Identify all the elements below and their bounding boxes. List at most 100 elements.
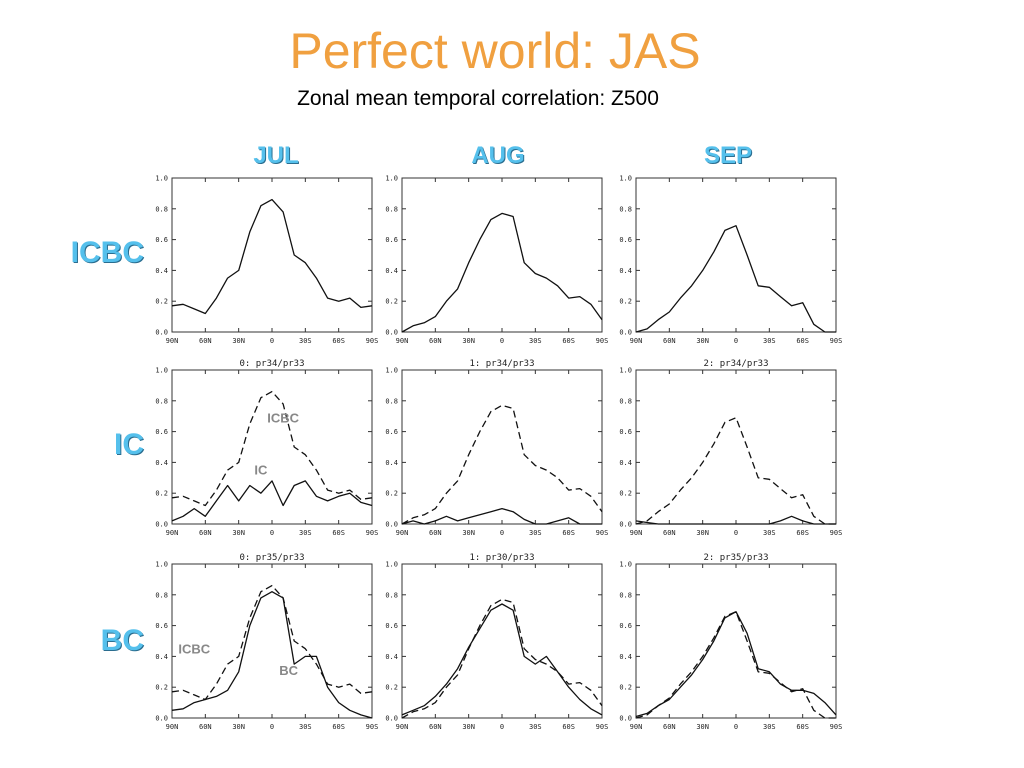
plot-frame <box>635 563 837 719</box>
slide-title: Perfect world: JAS <box>289 23 701 79</box>
y-tick-label: 0.6 <box>385 428 398 436</box>
x-tick-label: 60S <box>332 723 345 731</box>
dashed-series-line <box>401 598 603 719</box>
x-tick-label: 60N <box>429 529 442 537</box>
y-tick-label: 0.6 <box>385 236 398 244</box>
y-tick-label: 0.8 <box>385 591 398 599</box>
y-tick-label: 0.4 <box>619 459 632 467</box>
x-tick-label: 0 <box>270 723 274 731</box>
x-tick-label: 30S <box>529 529 542 537</box>
y-tick-label: 0.0 <box>385 329 398 337</box>
y-tick-label: 0.4 <box>619 267 632 275</box>
x-tick-label: 30N <box>232 529 245 537</box>
solid-series-line <box>635 611 837 718</box>
solid-series-line <box>171 591 373 719</box>
series-annotation: ICBC <box>267 410 299 425</box>
solid-series-line <box>635 225 836 333</box>
plot-frame <box>171 177 373 333</box>
y-tick-label: 0.2 <box>155 684 168 692</box>
y-tick-label: 0.4 <box>385 267 398 275</box>
y-tick-label: 0.2 <box>155 490 168 498</box>
y-tick-label: 0.4 <box>155 267 168 275</box>
x-tick-label: 90N <box>630 723 643 731</box>
x-tick-label: 60S <box>796 337 809 345</box>
y-tick-label: 0.0 <box>385 521 398 529</box>
x-tick-label: 60N <box>199 529 212 537</box>
row-label-bc: BC <box>100 624 144 657</box>
x-tick-label: 30N <box>232 723 245 731</box>
x-tick-label: 30N <box>696 723 709 731</box>
y-tick-label: 0.0 <box>385 715 398 723</box>
solid-series-line <box>171 198 373 315</box>
x-tick-label: 0 <box>270 337 274 345</box>
dashed-series-line <box>401 404 603 525</box>
panel-title: 2: pr34/pr33 <box>703 359 768 369</box>
plot-frame <box>171 369 373 525</box>
series-annotation: BC <box>279 663 298 678</box>
x-tick-label: 90S <box>366 337 379 345</box>
x-tick-label: 90N <box>396 723 409 731</box>
x-tick-label: 60S <box>796 723 809 731</box>
y-tick-label: 0.2 <box>155 298 168 306</box>
x-tick-label: 0 <box>734 337 738 345</box>
column-label-jul: JUL <box>253 142 299 169</box>
x-tick-label: 30N <box>696 529 709 537</box>
y-tick-label: 1.0 <box>385 175 398 183</box>
x-tick-label: 90N <box>396 337 409 345</box>
y-tick-label: 0.6 <box>619 428 632 436</box>
y-tick-label: 0.8 <box>385 205 398 213</box>
x-tick-label: 90N <box>166 723 179 731</box>
panel-title: 1: pr34/pr33 <box>469 359 534 369</box>
x-tick-label: 90S <box>830 337 843 345</box>
x-tick-label: 60S <box>796 529 809 537</box>
x-tick-label: 60S <box>332 529 345 537</box>
chart-panel-ic-aug: 0.0 0.2 0.4 0.6 0.8 1.0 90N 60N 30N 0 30S 60S 90S 1: … <box>385 359 608 537</box>
x-tick-label: 0 <box>270 529 274 537</box>
panel-title: 0: pr35/pr33 <box>239 553 304 563</box>
x-tick-label: 30N <box>462 723 475 731</box>
x-tick-label: 30N <box>462 337 475 345</box>
plot-frame <box>401 563 603 719</box>
solid-series-line <box>401 212 603 333</box>
x-tick-label: 0 <box>500 529 504 537</box>
y-tick-label: 0.8 <box>619 397 632 405</box>
column-label-aug: AUG <box>471 142 525 169</box>
y-tick-label: 0.8 <box>155 205 168 213</box>
y-tick-label: 0.8 <box>619 591 632 599</box>
x-tick-label: 0 <box>734 723 738 731</box>
x-tick-label: 90N <box>630 337 643 345</box>
x-tick-label: 30N <box>696 337 709 345</box>
y-tick-label: 1.0 <box>385 367 398 375</box>
series-annotation: ICBC <box>178 641 210 656</box>
x-tick-label: 30S <box>763 723 776 731</box>
y-tick-label: 0.4 <box>619 653 632 661</box>
x-tick-label: 60N <box>199 723 212 731</box>
y-tick-label: 0.8 <box>385 397 398 405</box>
y-tick-label: 0.0 <box>155 329 168 337</box>
y-tick-label: 1.0 <box>385 561 398 569</box>
y-tick-label: 0.0 <box>619 329 632 337</box>
y-tick-label: 0.6 <box>155 236 168 244</box>
x-tick-label: 30N <box>232 337 245 345</box>
dashed-series-line <box>635 611 836 719</box>
y-tick-label: 0.2 <box>619 298 632 306</box>
x-tick-label: 60S <box>562 337 575 345</box>
chart-panel-ic-jul: 0.0 0.2 0.4 0.6 0.8 1.0 90N 60N 30N 0 30S 60S 90S 0: … <box>155 359 378 537</box>
x-tick-label: 60N <box>429 337 442 345</box>
y-tick-label: 0.4 <box>385 653 398 661</box>
panel-title: 0: pr34/pr33 <box>239 359 304 369</box>
y-tick-label: 0.6 <box>385 622 398 630</box>
x-tick-label: 30S <box>299 529 312 537</box>
x-tick-label: 90N <box>630 529 643 537</box>
y-tick-label: 0.0 <box>155 715 168 723</box>
x-tick-label: 30S <box>763 337 776 345</box>
x-tick-label: 90S <box>366 529 379 537</box>
y-tick-label: 0.6 <box>619 236 632 244</box>
x-tick-label: 60S <box>332 337 345 345</box>
x-tick-label: 90S <box>596 723 609 731</box>
x-tick-label: 90N <box>396 529 409 537</box>
x-tick-label: 30S <box>529 723 542 731</box>
y-tick-label: 1.0 <box>155 367 168 375</box>
x-tick-label: 60N <box>199 337 212 345</box>
